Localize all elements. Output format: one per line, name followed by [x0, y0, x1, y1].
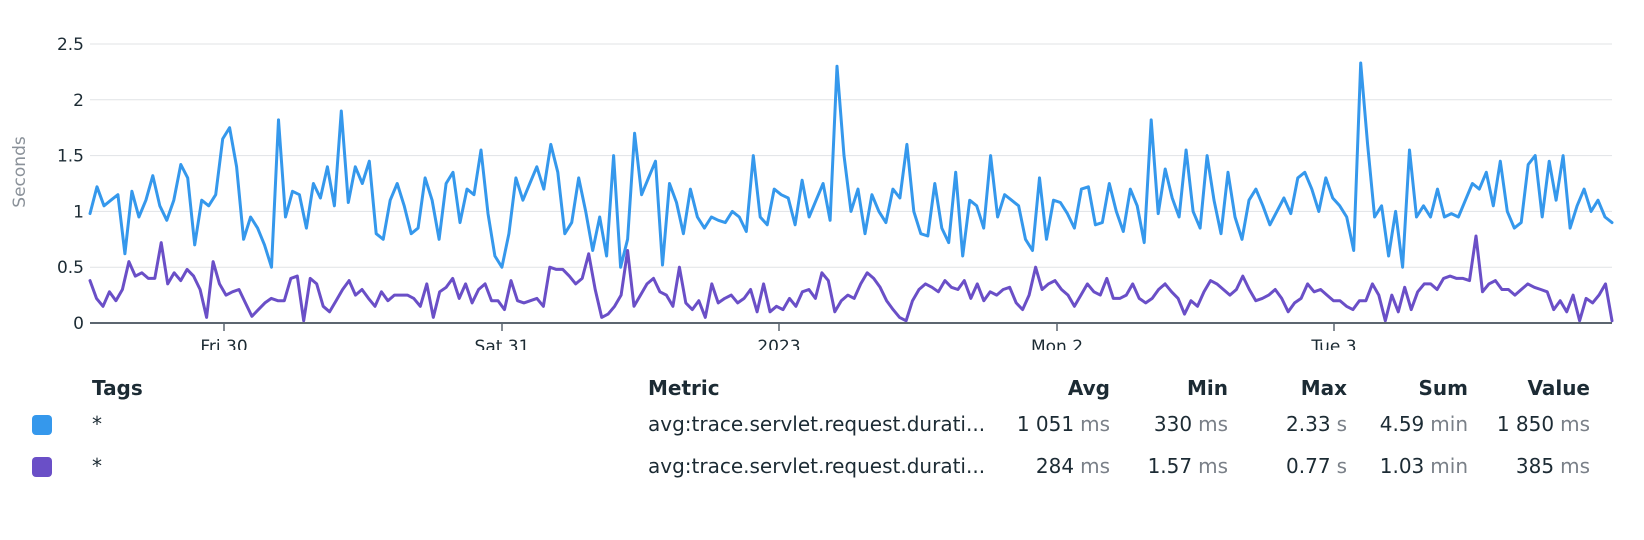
sum-value: 1.03 min [1379, 454, 1468, 478]
series-tag: * [92, 412, 102, 436]
series-metric: avg:trace.servlet.request.durati... [648, 412, 986, 436]
grid-lines [90, 43, 1612, 268]
series-line-0[interactable] [88, 61, 1614, 269]
header-sum[interactable]: Sum [1418, 376, 1468, 400]
y-tick-label: 2 [73, 91, 84, 111]
series-line-1[interactable] [88, 234, 1614, 323]
y-axis-label: Seconds [10, 136, 30, 208]
legend-table: Tags Metric Avg Min Max Sum Value * avg:… [0, 370, 1644, 492]
series-metric: avg:trace.servlet.request.durati... [648, 454, 986, 478]
min-value: 1.57 ms [1147, 454, 1228, 478]
y-tick-label: 1 [73, 202, 84, 222]
sum-value: 4.59 min [1379, 412, 1468, 436]
x-tick-label: Tue 3 [1310, 337, 1356, 350]
avg-value: 284 ms [1035, 454, 1110, 478]
x-tick-label: Sat 31 [475, 337, 530, 350]
header-max[interactable]: Max [1300, 376, 1347, 400]
header-min[interactable]: Min [1187, 376, 1228, 400]
series-lines [88, 61, 1614, 323]
y-tick-label: 0.5 [57, 258, 84, 278]
max-value: 0.77 s [1286, 454, 1347, 478]
header-avg[interactable]: Avg [1067, 376, 1110, 400]
current-value: 1 850 ms [1496, 412, 1590, 436]
x-tick-label: 2023 [757, 337, 800, 350]
series-tag: * [92, 454, 102, 478]
series-color-swatch [32, 415, 52, 435]
current-value: 385 ms [1515, 454, 1590, 478]
y-tick-label: 0 [73, 314, 84, 334]
min-value: 330 ms [1153, 412, 1228, 436]
header-tags[interactable]: Tags [92, 376, 143, 400]
avg-value: 1 051 ms [1016, 412, 1110, 436]
header-value[interactable]: Value [1527, 376, 1590, 400]
x-axis-ticks: Fri 30 Sat 31 2023 Mon 2 Tue 3 [200, 323, 1357, 350]
x-tick-label: Fri 30 [200, 337, 247, 350]
series-color-swatch [32, 457, 52, 477]
y-tick-label: 2.5 [57, 35, 84, 55]
timeseries-chart[interactable]: 0 0.5 1 1.5 2 2.5 Seconds Fri 30 Sat 31 2023 Mon… [0, 0, 1644, 350]
y-tick-label: 1.5 [57, 147, 84, 167]
header-metric[interactable]: Metric [648, 376, 720, 400]
legend-row[interactable]: * avg:trace.servlet.request.durati... 28… [0, 450, 1644, 492]
max-value: 2.33 s [1286, 412, 1347, 436]
x-tick-label: Mon 2 [1031, 337, 1083, 350]
y-axis-ticks: 0 0.5 1 1.5 2 2.5 [57, 35, 84, 334]
legend-row[interactable]: * avg:trace.servlet.request.durati... 1 … [0, 408, 1644, 450]
legend-header-row: Tags Metric Avg Min Max Sum Value [0, 370, 1644, 408]
